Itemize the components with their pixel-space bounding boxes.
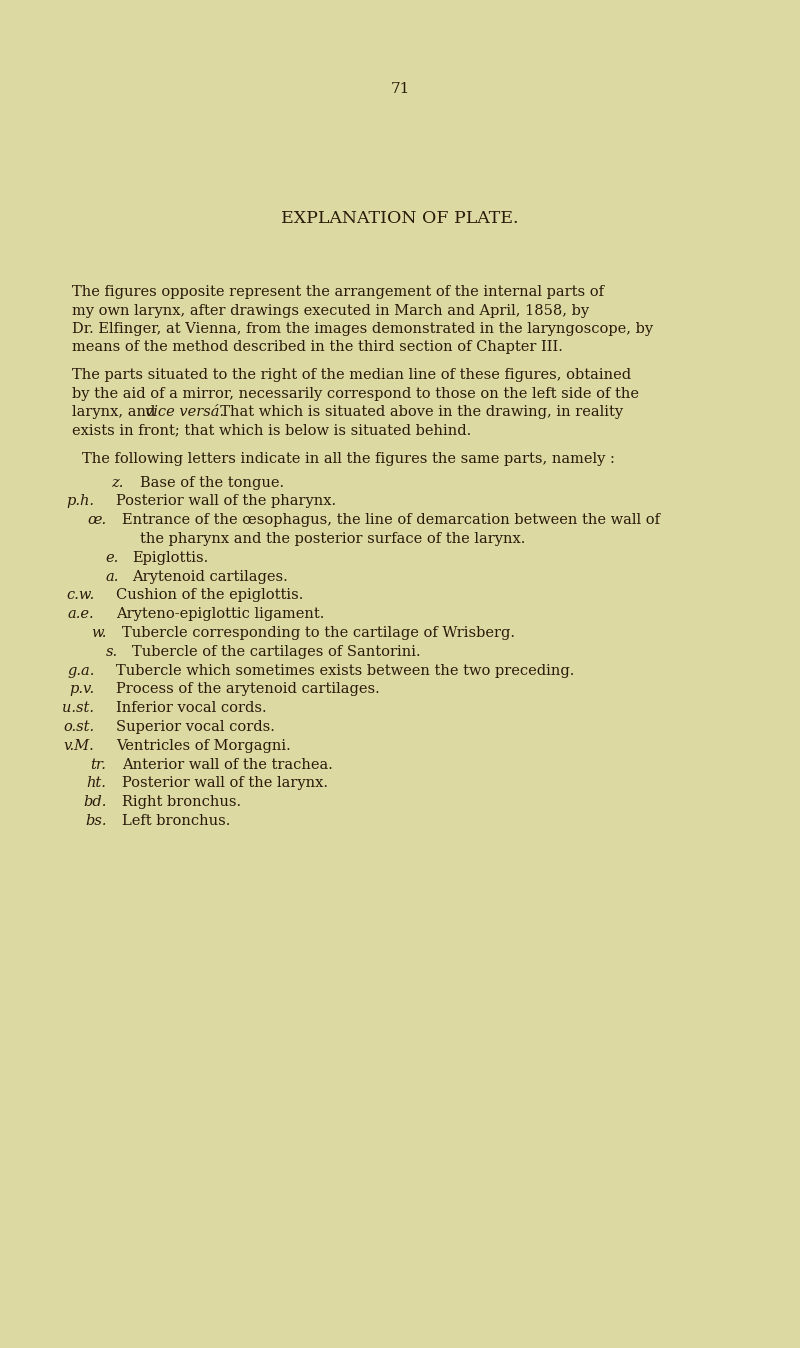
Text: Posterior wall of the pharynx.: Posterior wall of the pharynx. (116, 495, 336, 508)
Text: a.: a. (105, 570, 118, 584)
Text: bs.: bs. (85, 814, 106, 828)
Text: Right bronchus.: Right bronchus. (122, 795, 241, 809)
Text: Anterior wall of the trachea.: Anterior wall of the trachea. (122, 758, 333, 771)
Text: EXPLANATION OF PLATE.: EXPLANATION OF PLATE. (282, 210, 518, 226)
Text: e.: e. (105, 551, 118, 565)
Text: a.e.: a.e. (68, 607, 94, 621)
Text: Aryteno-epiglottic ligament.: Aryteno-epiglottic ligament. (116, 607, 324, 621)
Text: o.st.: o.st. (63, 720, 94, 733)
Text: That which is situated above in the drawing, in reality: That which is situated above in the draw… (211, 406, 623, 419)
Text: z.: z. (112, 476, 124, 489)
Text: Cushion of the epiglottis.: Cushion of the epiglottis. (116, 588, 303, 603)
Text: ht.: ht. (86, 776, 106, 790)
Text: p.v.: p.v. (70, 682, 94, 697)
Text: Process of the arytenoid cartilages.: Process of the arytenoid cartilages. (116, 682, 380, 697)
Text: Inferior vocal cords.: Inferior vocal cords. (116, 701, 266, 716)
Text: c.w.: c.w. (66, 588, 94, 603)
Text: Posterior wall of the larynx.: Posterior wall of the larynx. (122, 776, 328, 790)
Text: Tubercle of the cartilages of Santorini.: Tubercle of the cartilages of Santorini. (132, 644, 421, 659)
Text: tr.: tr. (90, 758, 106, 771)
Text: Entrance of the œsophagus, the line of demarcation between the wall of: Entrance of the œsophagus, the line of d… (122, 514, 659, 527)
Text: by the aid of a mirror, necessarily correspond to those on the left side of the: by the aid of a mirror, necessarily corr… (72, 387, 639, 400)
Text: The parts situated to the right of the median line of these figures, obtained: The parts situated to the right of the m… (72, 368, 631, 383)
Text: my own larynx, after drawings executed in March and April, 1858, by: my own larynx, after drawings executed i… (72, 303, 589, 318)
Text: larynx, and: larynx, and (72, 406, 160, 419)
Text: bd.: bd. (83, 795, 106, 809)
Text: Tubercle corresponding to the cartilage of Wrisberg.: Tubercle corresponding to the cartilage … (122, 625, 514, 640)
Text: exists in front; that which is below is situated behind.: exists in front; that which is below is … (72, 423, 471, 438)
Text: The figures opposite represent the arrangement of the internal parts of: The figures opposite represent the arran… (72, 284, 604, 299)
Text: the pharynx and the posterior surface of the larynx.: the pharynx and the posterior surface of… (140, 532, 526, 546)
Text: 71: 71 (390, 82, 410, 96)
Text: Ventricles of Morgagni.: Ventricles of Morgagni. (116, 739, 290, 752)
Text: u.st.: u.st. (62, 701, 94, 716)
Text: w.: w. (91, 625, 106, 640)
Text: vice versá.: vice versá. (145, 406, 224, 419)
Text: Arytenoid cartilages.: Arytenoid cartilages. (132, 570, 288, 584)
Text: Tubercle which sometimes exists between the two preceding.: Tubercle which sometimes exists between … (116, 663, 574, 678)
Text: The following letters indicate in all the figures the same parts, namely :: The following letters indicate in all th… (82, 452, 615, 465)
Text: Dr. Elfinger, at Vienna, from the images demonstrated in the laryngoscope, by: Dr. Elfinger, at Vienna, from the images… (72, 322, 653, 336)
Text: p.h.: p.h. (66, 495, 94, 508)
Text: means of the method described in the third section of Chapter III.: means of the method described in the thi… (72, 341, 563, 355)
Text: Base of the tongue.: Base of the tongue. (140, 476, 284, 489)
Text: s.: s. (106, 644, 118, 659)
Text: g.a.: g.a. (67, 663, 94, 678)
Text: Epiglottis.: Epiglottis. (132, 551, 208, 565)
Text: Superior vocal cords.: Superior vocal cords. (116, 720, 275, 733)
Text: v.M.: v.M. (64, 739, 94, 752)
Text: Left bronchus.: Left bronchus. (122, 814, 230, 828)
Text: œ.: œ. (87, 514, 106, 527)
